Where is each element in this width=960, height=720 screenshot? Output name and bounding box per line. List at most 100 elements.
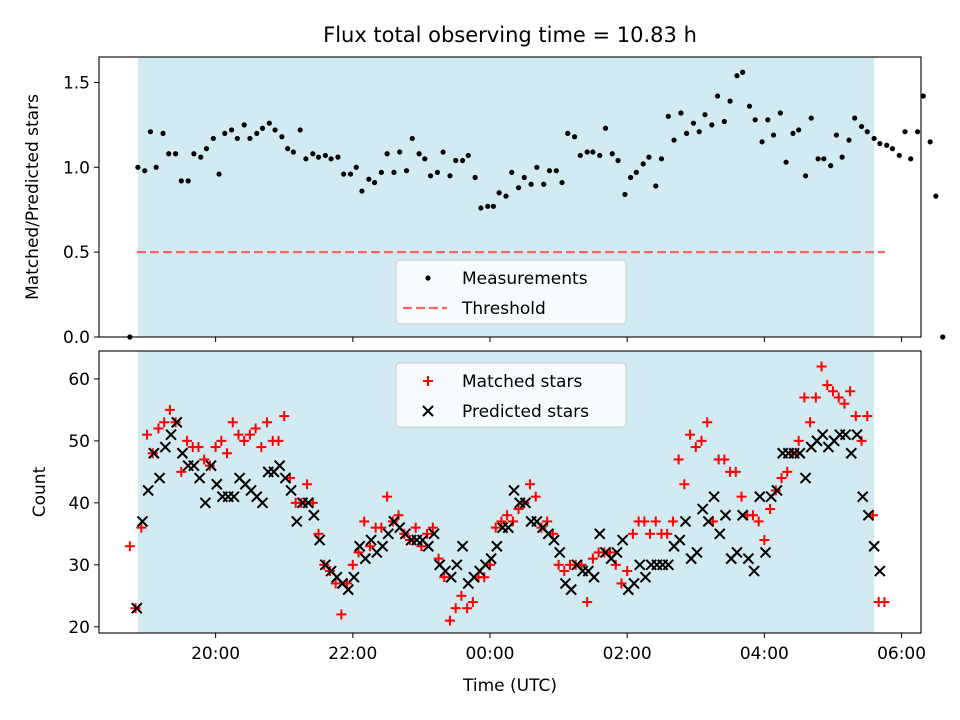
matched-star-marker [233,429,244,440]
measurement-point [759,139,765,145]
predicted-star-marker [302,497,314,509]
legend-marker-matched [423,376,433,386]
matched-star-marker [136,522,147,533]
measurement-point [203,146,210,152]
measurement-point [434,169,441,175]
measurement-point [889,146,896,152]
measurement-point [597,152,603,159]
predicted-star-marker [731,546,743,559]
matched-star-marker [513,504,524,515]
measurement-point [839,154,845,160]
matched-star-marker [256,442,267,453]
measurement-point [783,159,789,165]
predicted-star-marker [256,497,269,509]
matched-star-marker [502,510,513,521]
matched-star-marker [507,516,518,527]
predicted-star-marker [159,441,172,453]
predicted-star-marker [594,528,606,540]
measurement-point [290,149,296,155]
matched-star-marker [690,442,701,453]
predicted-star-marker [674,534,686,546]
predicted-star-marker [862,509,875,521]
ratio-x-ticks [215,337,903,342]
predicted-star-marker [639,571,652,583]
predicted-star-marker [628,577,640,590]
measurement-point [790,130,796,136]
measurement-point [310,151,316,157]
measurement-point [447,173,453,179]
measurement-point [770,132,777,138]
measurement-point [272,127,278,133]
measurement-point [472,174,478,181]
measurement-point [902,129,908,135]
matched-star-marker [439,572,450,583]
y-tick-label: 20 [68,618,90,638]
matched-star-marker [879,597,890,608]
measurement-point [640,161,646,167]
matched-star-marker [142,429,153,440]
y-tick-label: 40 [68,494,90,514]
legend-label: Measurements [462,269,588,289]
measurement-point [684,130,690,136]
measurement-point [721,118,727,125]
matched-star-marker [159,417,170,428]
measurement-point [702,112,708,118]
matched-star-marker [124,541,135,552]
predicted-star-marker [565,583,577,596]
measurement-point [858,123,865,130]
predicted-star-marker [851,428,863,441]
matched-star-marker [239,435,250,446]
matched-star-marker [582,597,593,608]
matched-star-marker [479,572,490,583]
predicted-star-marker [874,565,886,577]
predicted-star-marker [451,559,463,571]
measurement-point [609,151,615,157]
predicted-star-marker [485,552,497,565]
matched-star-marker [685,429,696,440]
predicted-star-marker [153,472,166,484]
y-tick-label: 50 [68,432,90,452]
measurement-point [247,135,253,142]
matched-star-marker [216,435,227,446]
measurement-point [528,181,534,187]
count-y-axis-label: Count [30,466,50,517]
measurement-point [633,169,639,175]
legend-label: Predicted stars [462,402,589,422]
measurement-point [896,152,902,159]
predicted-star-marker [308,509,320,521]
matched-star-marker [799,392,810,403]
measurement-point [198,154,204,160]
x-tick-label: 04:00 [740,644,789,664]
predicted-star-marker [165,428,177,441]
measurement-point [777,110,783,116]
measurement-point [459,157,466,164]
predicted-star-marker [313,534,326,546]
predicted-star-marker [799,472,812,484]
measurement-points [127,69,946,340]
matched-star-marker [765,504,776,515]
predicted-star-marker [228,490,240,503]
y-tick-label: 1.0 [63,158,90,178]
measurement-point [615,157,621,164]
measurement-point [746,103,753,109]
measurement-point [391,169,397,175]
measurement-point [490,203,497,209]
measurement-point [135,164,141,170]
predicted-star-marker [456,540,469,552]
legend-marker-predicted [422,405,434,417]
predicted-star-marker [616,534,629,546]
predicted-star-marker [548,534,560,546]
matched-star-marker [822,380,833,391]
predicted-star-marker [342,583,354,596]
predicted-star-marker [279,472,292,484]
matched-star-marker [456,590,467,601]
measurement-point [409,135,415,142]
ratio-legend: Measurements Threshold [395,259,627,325]
measurement-point [696,129,702,135]
matched-star-marker [782,466,793,477]
x-tick-label: 02:00 [603,644,652,664]
matched-star-marker [736,491,747,502]
predicted-star-marker [794,447,806,459]
matched-star-marker [444,615,455,626]
